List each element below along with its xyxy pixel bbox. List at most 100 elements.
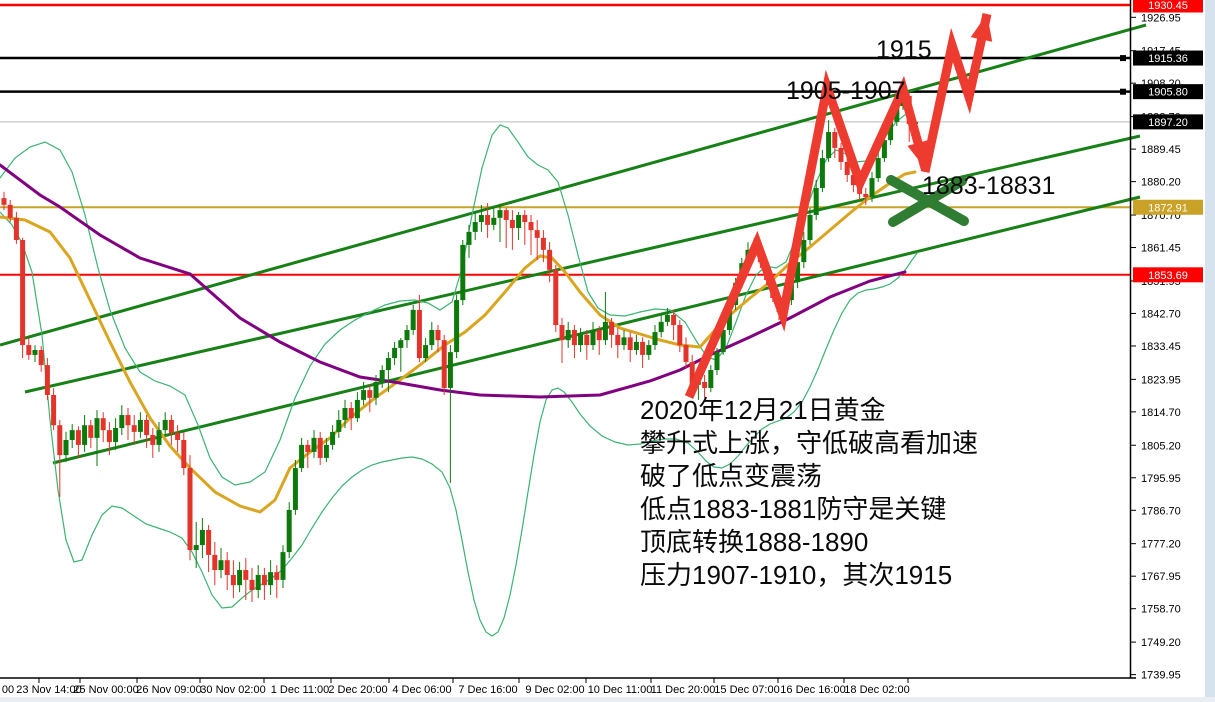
candle-body — [274, 572, 280, 580]
candle-body — [646, 345, 652, 355]
candle-body — [261, 574, 267, 586]
candle-body — [119, 415, 125, 429]
candle-body — [230, 574, 236, 586]
candle-body — [540, 237, 546, 250]
time-tick-label: 4 Dec 06:00 — [392, 684, 451, 696]
candle-body — [503, 210, 509, 220]
price-tick-label: 1758.70 — [1141, 604, 1181, 616]
trendline-handle — [1120, 88, 1126, 95]
candle-body — [125, 415, 131, 426]
candle-body — [323, 444, 329, 458]
candle-body — [497, 210, 503, 218]
candle-body — [807, 215, 813, 240]
price-box-label-1897.20: 1897.20 — [1148, 117, 1188, 129]
candle-body — [888, 121, 894, 141]
arrow-head-2 — [970, 14, 993, 42]
price-tick-label: 1767.95 — [1141, 571, 1181, 583]
candle-body — [392, 347, 398, 359]
candle-body — [571, 329, 577, 346]
time-tick-label: 11 Dec 20:00 — [651, 684, 716, 696]
candle-body — [658, 321, 664, 333]
price-tick-label: 1795.95 — [1141, 473, 1181, 485]
price-tick-label: 1739.95 — [1141, 670, 1181, 682]
candle-body — [819, 158, 825, 188]
candle-body — [565, 329, 571, 341]
candle-body — [559, 325, 565, 341]
time-tick-label: 00 — [2, 684, 14, 696]
candle-body — [664, 314, 670, 322]
candle-body — [361, 390, 367, 400]
candle-body — [1, 198, 7, 205]
candle-body — [689, 361, 695, 385]
time-tick-label: 10 Dec 11:00 — [588, 684, 653, 696]
candle-body — [218, 560, 224, 571]
candle-body — [850, 174, 856, 186]
candle-body — [144, 419, 150, 436]
candle-body — [317, 437, 323, 458]
candle-body — [38, 349, 44, 366]
candle-body — [466, 231, 472, 245]
analysis-line-4: 低点1883-1881防守是关键 — [640, 494, 947, 524]
candle-body — [330, 431, 336, 445]
candle-body — [181, 439, 187, 469]
candle-body — [584, 334, 590, 346]
candle-body — [416, 309, 422, 359]
candle-body — [199, 529, 205, 546]
candle-body — [838, 147, 844, 162]
trend-line-3 — [52, 195, 1141, 465]
price-tick-label: 1814.70 — [1141, 407, 1181, 419]
price-tick-label: 1880.20 — [1141, 177, 1181, 189]
candle-body — [88, 425, 94, 438]
price-box-label-1915.36: 1915.36 — [1148, 53, 1188, 65]
candle-body — [299, 444, 305, 469]
price-tick-label: 1833.45 — [1141, 341, 1181, 353]
analysis-line-5: 顶底转换1888-1890 — [640, 527, 869, 557]
price-tick-label: 1842.70 — [1141, 308, 1181, 320]
candle-body — [478, 215, 484, 223]
price-tick-label: 1926.95 — [1141, 12, 1181, 24]
candle-body — [491, 217, 497, 225]
candle-body — [237, 570, 243, 586]
candle-body — [621, 337, 627, 346]
analysis-line-2: 攀升式上涨，守低破高看加速 — [640, 428, 979, 458]
candle-body — [305, 444, 311, 452]
candle-body — [75, 430, 81, 445]
analysis-line-6: 压力1907-1910，其次1915 — [640, 560, 953, 590]
candle-body — [212, 554, 218, 571]
drawn-arrow-1 — [684, 69, 930, 399]
bollinger-lower-band — [0, 211, 919, 637]
candle-body — [57, 425, 63, 456]
candle-body — [162, 419, 168, 431]
candle-body — [286, 509, 292, 553]
candle-body — [615, 334, 621, 346]
price-tick-label: 1786.70 — [1141, 505, 1181, 517]
candle-body — [596, 329, 602, 341]
price-tick-label: 1805.20 — [1141, 440, 1181, 452]
candle-body — [137, 419, 143, 432]
candle-body — [534, 230, 540, 238]
candle-body — [472, 222, 478, 232]
time-tick-label: 16 Dec 16:00 — [780, 684, 845, 696]
candle-body — [441, 340, 447, 388]
time-tick-label: 2 Dec 20:00 — [328, 684, 387, 696]
time-tick-label: 9 Dec 02:00 — [525, 684, 584, 696]
candle-body — [206, 529, 212, 555]
trendline-handle — [1120, 55, 1126, 62]
time-tick-label: 1 Dec 11:00 — [271, 684, 330, 696]
candle-body — [553, 269, 559, 326]
candle-body — [385, 358, 391, 371]
candle-body — [720, 329, 726, 353]
candle-body — [683, 345, 689, 362]
candle-body — [336, 419, 342, 432]
candle-body — [63, 439, 69, 456]
candle-body — [268, 572, 274, 586]
time-tick-label: 7 Dec 16:00 — [458, 684, 517, 696]
candle-body — [813, 187, 819, 216]
trend-line-1 — [0, 23, 1147, 347]
candle-body — [863, 193, 869, 198]
candle-body — [94, 418, 100, 438]
candle-body — [404, 329, 410, 341]
candle-body — [280, 552, 286, 580]
candle-body — [354, 399, 360, 419]
